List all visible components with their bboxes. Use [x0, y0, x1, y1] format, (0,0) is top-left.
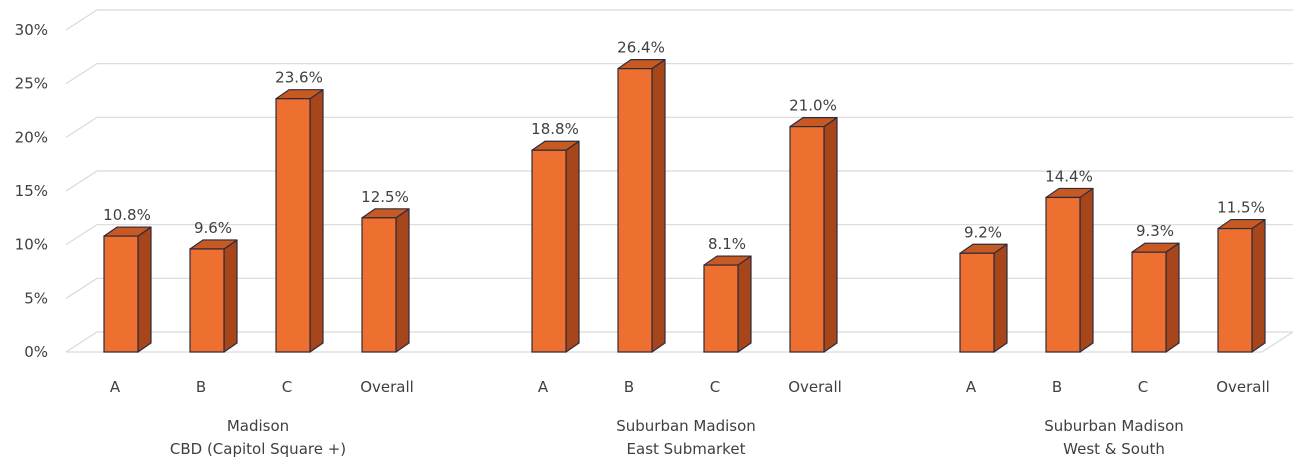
- bar-front: [789, 125, 825, 353]
- bar: [1045, 187, 1094, 353]
- data-label: 9.3%: [1136, 222, 1174, 240]
- category-label: Overall: [788, 378, 842, 396]
- category-label: B: [624, 378, 634, 396]
- y-tick-label: 10%: [15, 236, 48, 254]
- data-label: 26.4%: [617, 39, 665, 57]
- data-label: 8.1%: [708, 235, 746, 253]
- bar-front: [103, 235, 139, 353]
- data-label: 10.8%: [103, 206, 151, 224]
- bar-side: [993, 243, 1008, 353]
- data-label: 18.8%: [531, 120, 579, 138]
- group-label: Suburban Madison: [1044, 417, 1184, 435]
- bar-side: [823, 116, 838, 353]
- bar-side: [565, 140, 580, 353]
- y-tick-label: 20%: [15, 128, 48, 146]
- bar-front: [361, 217, 397, 353]
- group-label: Suburban Madison: [616, 417, 756, 435]
- bar: [531, 140, 580, 353]
- bar: [275, 89, 324, 353]
- data-label: 11.5%: [1217, 199, 1265, 217]
- data-label: 9.2%: [964, 223, 1002, 241]
- category-label: C: [710, 378, 720, 396]
- bar-side: [737, 255, 752, 353]
- group-label: Madison: [227, 417, 289, 435]
- group-label: CBD (Capitol Square +): [170, 440, 346, 458]
- bar-front: [189, 248, 225, 353]
- category-label: A: [110, 378, 121, 396]
- bar: [703, 255, 752, 353]
- group-label: West & South: [1063, 440, 1165, 458]
- bar-front: [703, 264, 739, 353]
- gridline: [65, 224, 1293, 246]
- bar-side: [309, 89, 324, 353]
- bar-front: [1045, 196, 1081, 353]
- bar-side: [1165, 242, 1180, 353]
- bar-front: [1131, 251, 1167, 353]
- y-tick-label: 30%: [15, 21, 48, 39]
- y-tick-label: 5%: [24, 289, 48, 307]
- bar: [361, 208, 410, 353]
- bar-side: [1251, 218, 1266, 353]
- gridline: [65, 63, 1293, 85]
- bar-front: [959, 252, 995, 353]
- category-label: B: [196, 378, 206, 396]
- bar-side: [395, 208, 410, 353]
- data-label: 9.6%: [194, 219, 232, 237]
- category-label: C: [1138, 378, 1148, 396]
- gridline: [65, 277, 1293, 299]
- gridline: [65, 331, 1293, 353]
- category-label: Overall: [360, 378, 414, 396]
- gridlines: [65, 9, 1294, 353]
- y-tick-label: 0%: [24, 343, 48, 361]
- bar-side: [223, 239, 238, 353]
- bar-side: [651, 59, 666, 353]
- bar: [1131, 242, 1180, 353]
- gridline: [65, 170, 1293, 192]
- data-labels: 10.8% 9.6% 23.6% 12.5% 18.8% 26.4% 8.1% 21.0% 9.…: [103, 39, 1265, 253]
- y-tick-label: 15%: [15, 182, 48, 200]
- bar-front: [617, 68, 653, 353]
- data-label: 21.0%: [789, 97, 837, 115]
- bar: [617, 59, 666, 353]
- group-labels: Madison CBD (Capitol Square +) Suburban Ma…: [170, 417, 1184, 458]
- bar: [959, 243, 1008, 353]
- y-tick-label: 25%: [15, 75, 48, 93]
- category-labels: A B C Overall A B C Overall A B C Overall: [110, 378, 1270, 396]
- category-label: A: [966, 378, 977, 396]
- data-label: 23.6%: [275, 69, 323, 87]
- gridline: [65, 116, 1293, 138]
- bar-front: [531, 149, 567, 353]
- bar-front: [275, 98, 311, 353]
- bar-front: [1217, 227, 1253, 353]
- category-label: C: [282, 378, 292, 396]
- bar-side: [137, 226, 152, 353]
- bar: [189, 239, 238, 353]
- bar: [789, 116, 838, 353]
- data-label: 14.4%: [1045, 167, 1093, 185]
- group-label: East Submarket: [627, 440, 746, 458]
- bar: [103, 226, 152, 353]
- bar-side: [1079, 187, 1094, 353]
- category-label: Overall: [1216, 378, 1270, 396]
- gridline: [65, 9, 1293, 31]
- data-label: 12.5%: [361, 188, 409, 206]
- bar: [1217, 218, 1266, 353]
- floor-edge: [66, 331, 1294, 353]
- bars: [103, 59, 1266, 353]
- category-label: B: [1052, 378, 1062, 396]
- category-label: A: [538, 378, 549, 396]
- y-axis-ticks: 0% 5% 10% 15% 20% 25% 30%: [15, 21, 48, 361]
